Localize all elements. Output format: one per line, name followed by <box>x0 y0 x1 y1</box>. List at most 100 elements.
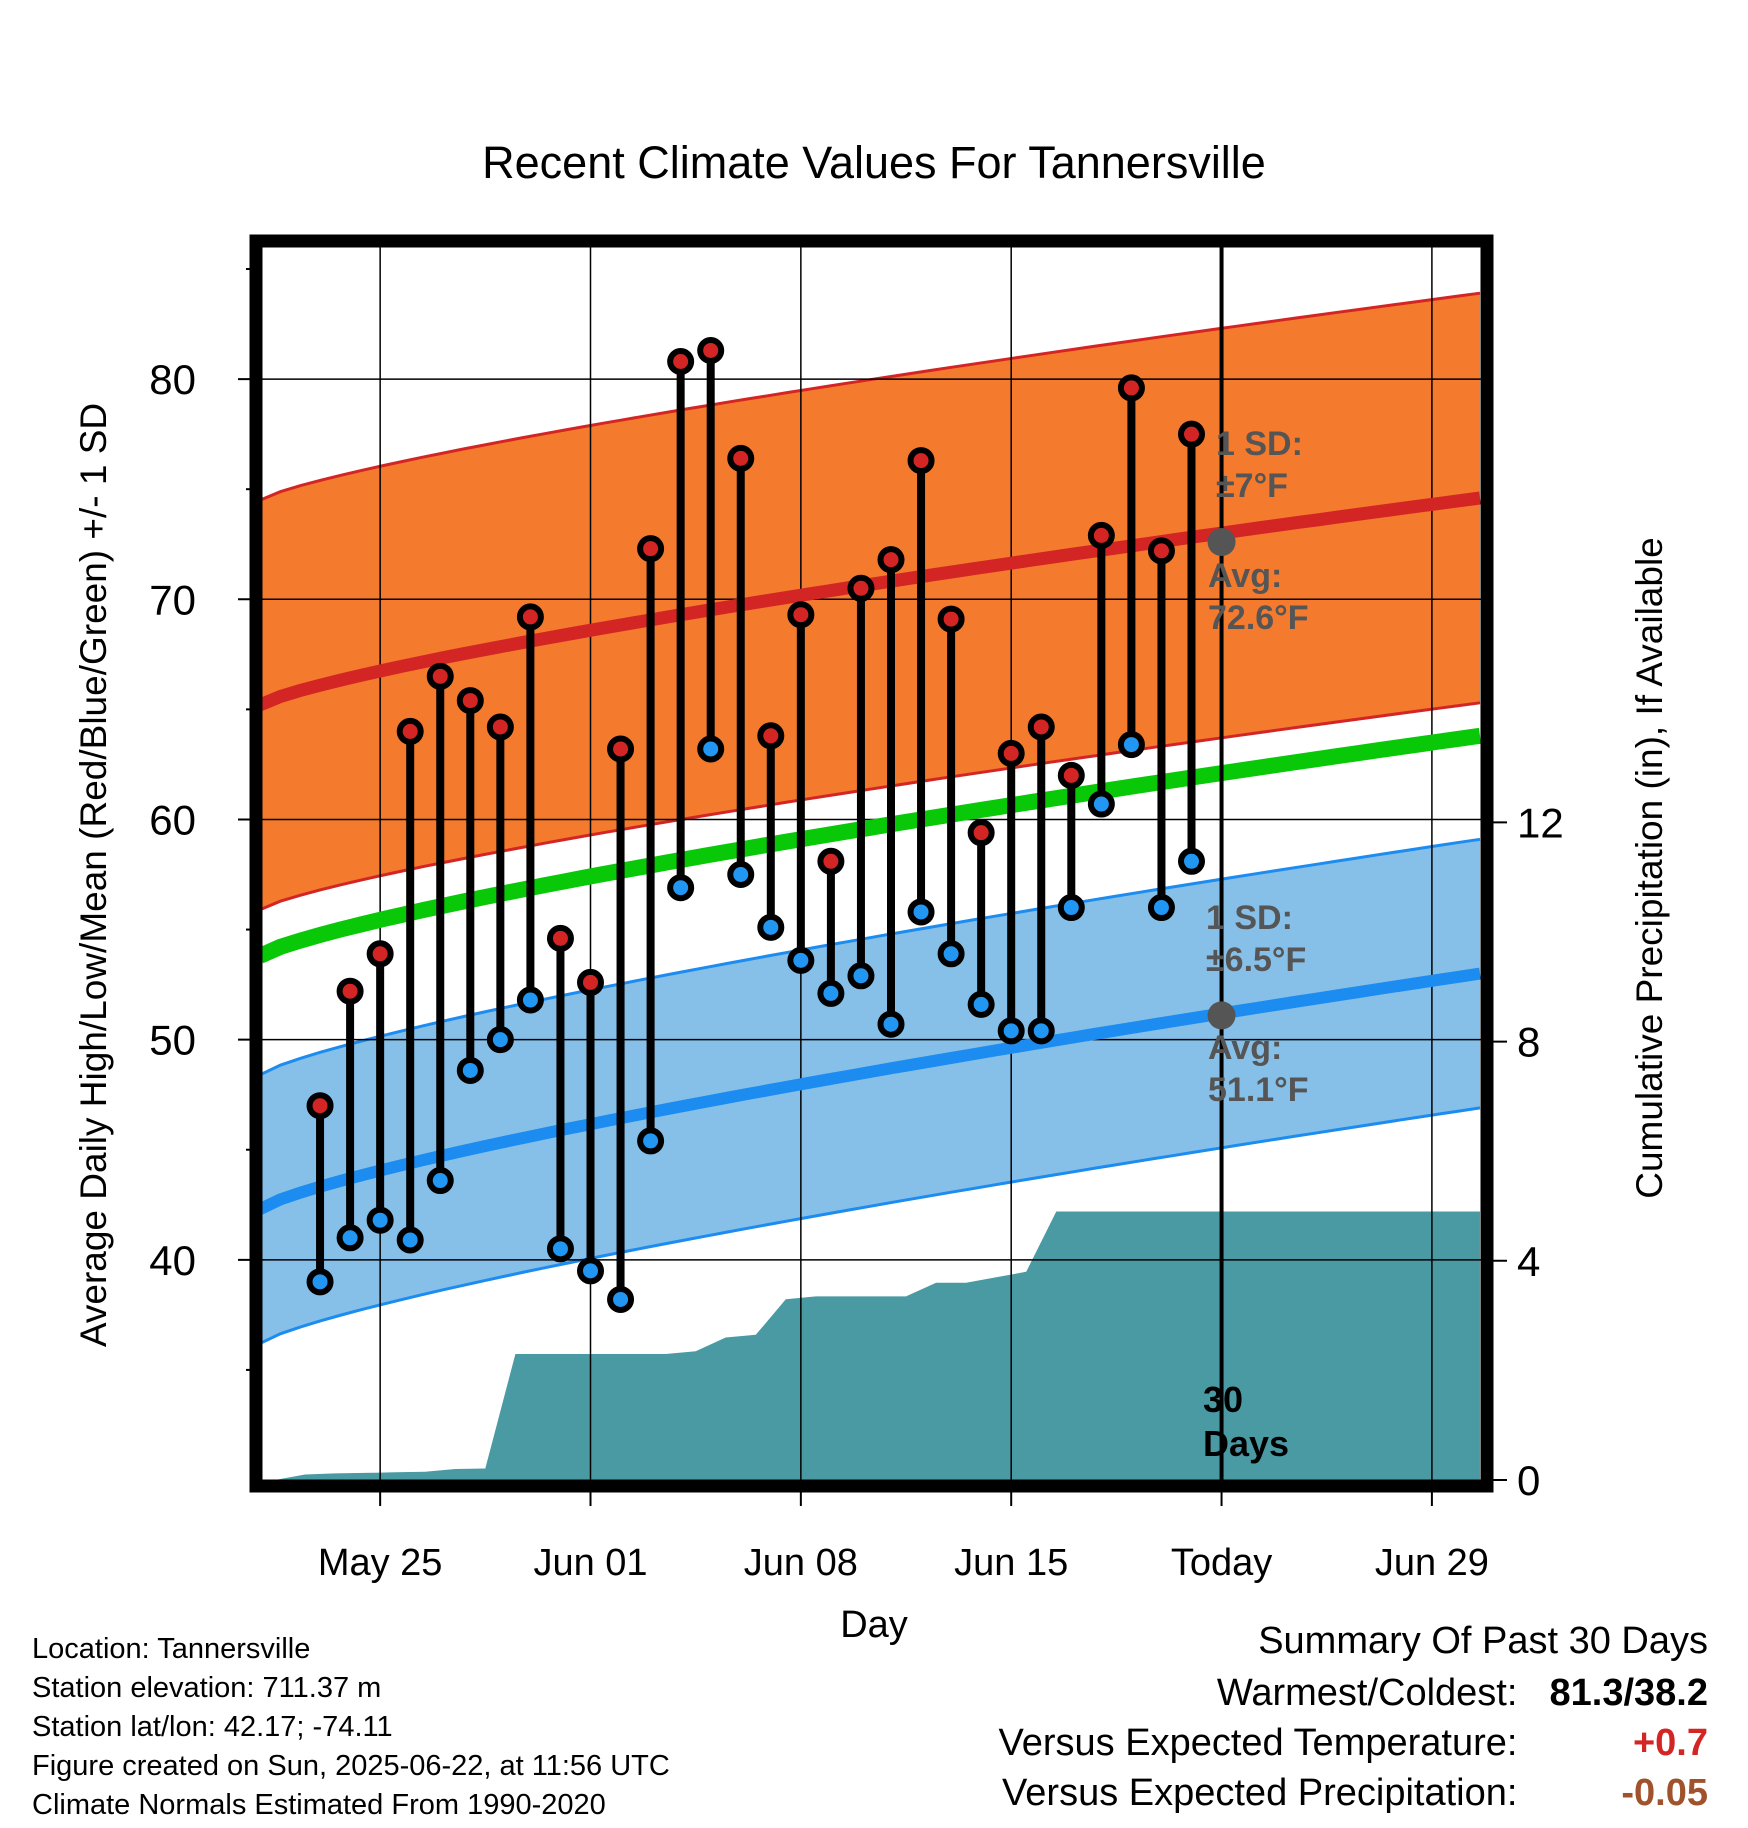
daily-high-point <box>1147 537 1175 565</box>
high-sd-band <box>262 293 1480 909</box>
summary-precip: Versus Expected Precipitation: -0.05 <box>1002 1772 1708 1815</box>
daily-high-point <box>937 605 965 633</box>
daily-high-point <box>336 977 364 1005</box>
x-axis-label: Day <box>840 1604 908 1646</box>
daily-high-point <box>787 601 815 629</box>
x-tick-label: Today <box>1171 1542 1272 1584</box>
daily-low-point <box>1087 790 1115 818</box>
summary-precip-value: -0.05 <box>1621 1772 1708 1814</box>
daily-high-point <box>697 336 725 364</box>
normal-mean-line <box>262 727 1481 964</box>
daily-high-point <box>607 735 635 763</box>
daily-low-point <box>637 1127 665 1155</box>
daily-low-point <box>697 735 725 763</box>
y2-tick-label: 12 <box>1517 799 1564 846</box>
y-tick-label: 70 <box>149 576 196 623</box>
daily-high-point <box>757 722 785 750</box>
summary-warm-cold: Warmest/Coldest: 81.3/38.2 <box>1217 1672 1708 1715</box>
high-sd-annotation: 1 SD: ±7°F <box>1216 425 1303 505</box>
y-tick-label: 50 <box>149 1017 196 1064</box>
summary-temp-label: Versus Expected Temperature: <box>998 1722 1518 1764</box>
low-avg-marker <box>1207 1001 1236 1030</box>
daily-low-point <box>667 874 695 902</box>
daily-high-point <box>637 535 665 563</box>
plot-inner: 1 SD: ±7°F Avg: 72.6°F 1 SD: ±6.5°F Avg: 51.1°F… <box>262 247 1481 1480</box>
summary-precip-label: Versus Expected Precipitation: <box>1002 1772 1518 1814</box>
daily-low-point <box>336 1224 364 1252</box>
high-sd-lower-line <box>262 701 1481 911</box>
daily-high-point <box>396 717 424 745</box>
daily-low-point <box>486 1026 514 1054</box>
daily-low-point <box>1057 894 1085 922</box>
x-tick-label: Jun 01 <box>533 1542 647 1584</box>
daily-high-point <box>577 968 604 996</box>
y2-tick-label: 4 <box>1517 1238 1540 1285</box>
daily-low-point <box>456 1056 484 1084</box>
chart-title: Recent Climate Values For Tannersville <box>482 137 1266 188</box>
daily-low-point <box>366 1206 394 1234</box>
x-tick-label: Jun 29 <box>1375 1542 1489 1584</box>
summary-warm-cold-label: Warmest/Coldest: <box>1216 1672 1518 1714</box>
daily-high-point <box>847 574 875 602</box>
y2-axis-label: Cumulative Precipitation (in), If Availa… <box>1629 537 1670 1199</box>
summary-heading: Summary Of Past 30 Days <box>1258 1620 1708 1662</box>
footer-elevation: Station elevation: 711.37 m <box>32 1672 382 1704</box>
footer-normals: Climate Normals Estimated From 1990-2020 <box>32 1789 606 1821</box>
daily-high-point <box>997 739 1025 767</box>
daily-low-point <box>847 962 875 990</box>
daily-high-point <box>546 924 574 952</box>
x-tick-label: May 25 <box>318 1542 443 1584</box>
summary-warm-cold-value: 81.3/38.2 <box>1549 1672 1708 1714</box>
low-avg-annotation: Avg: 51.1°F <box>1208 1029 1309 1109</box>
precip-area <box>262 1211 1480 1480</box>
low-sd-band <box>262 839 1480 1343</box>
daily-high-point <box>1057 761 1085 789</box>
today-days-annotation: 30 Days <box>1203 1379 1289 1464</box>
daily-high-point <box>967 819 995 847</box>
daily-low-point <box>1117 731 1145 759</box>
high-avg-annotation: Avg: 72.6°F <box>1208 557 1309 637</box>
low-sd-lower-line <box>262 1106 1481 1345</box>
daily-high-point <box>1117 374 1145 402</box>
daily-high-point <box>516 603 544 631</box>
normal-low-line <box>262 967 1481 1215</box>
low-sd-annotation: 1 SD: ±6.5°F <box>1206 899 1306 979</box>
y2-tick-label: 8 <box>1517 1019 1540 1066</box>
daily-low-point <box>1027 1017 1055 1045</box>
summary-temp: Versus Expected Temperature: +0.7 <box>999 1722 1708 1765</box>
daily-low-point <box>607 1285 635 1313</box>
y-tick-label: 60 <box>149 796 196 843</box>
footer-created: Figure created on Sun, 2025-06-22, at 11… <box>32 1750 670 1782</box>
x-tick-label: Jun 08 <box>744 1542 858 1584</box>
x-tick-label: Jun 15 <box>954 1542 1068 1584</box>
daily-low-point <box>787 946 815 974</box>
daily-low-point <box>577 1257 604 1285</box>
daily-low-point <box>967 990 995 1018</box>
y-tick-label: 80 <box>149 356 196 403</box>
plot-frame <box>249 234 1494 1493</box>
daily-high-point <box>727 444 755 472</box>
daily-high-point <box>486 713 514 741</box>
daily-low-point <box>907 898 935 926</box>
daily-low-point <box>757 913 785 941</box>
daily-high-point <box>1027 713 1055 741</box>
low-sd-upper-line <box>262 837 1481 1076</box>
daily-high-point <box>667 347 695 375</box>
daily-high-point <box>1178 420 1205 448</box>
daily-low-point <box>937 940 965 968</box>
daily-high-point <box>426 662 454 690</box>
daily-high-point <box>456 687 484 715</box>
daily-low-point <box>516 986 544 1014</box>
daily-high-point <box>877 546 905 574</box>
daily-low-point <box>396 1226 424 1254</box>
daily-low-point <box>997 1017 1025 1045</box>
daily-high-point <box>817 847 845 875</box>
y-tick-label: 40 <box>149 1237 196 1284</box>
daily-low-point <box>727 861 755 889</box>
footer-latlon: Station lat/lon: 42.17; -74.11 <box>32 1711 393 1743</box>
plot-area: 1 SD: ±7°F Avg: 72.6°F 1 SD: ±6.5°F Avg: 51.1°F… <box>149 234 1564 1584</box>
daily-low-point <box>1147 894 1175 922</box>
y-axis-label: Average Daily High/Low/Mean (Red/Blue/Gr… <box>73 403 114 1347</box>
high-avg-marker <box>1207 528 1236 557</box>
